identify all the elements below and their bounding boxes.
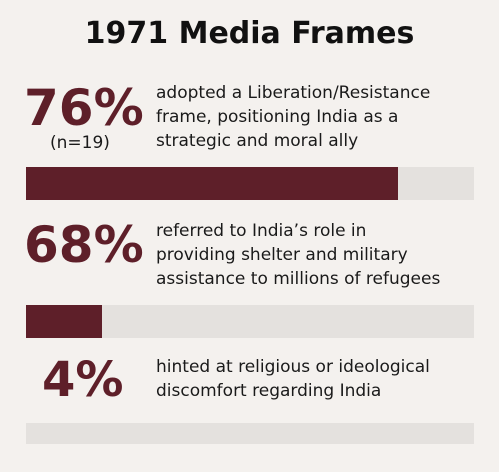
chart-title: 1971 Media Frames — [84, 16, 415, 51]
stat-description-3-line-2: discomfort regarding India — [156, 381, 382, 401]
stat-description-1-line-1: adopted a Liberation/Resistance — [156, 83, 431, 103]
stat-description-3: hinted at religious or ideological disco… — [156, 355, 486, 403]
stat-description-1-line-3: strategic and moral ally — [156, 131, 359, 151]
stat-description-1-line-2: frame, positioning India as a — [156, 107, 399, 127]
stat-description-3-line-1: hinted at religious or ideological — [156, 357, 430, 377]
stat-description-2-line-1: referred to India’s role in — [156, 221, 367, 241]
stat-description-1: adopted a Liberation/Resistance frame, p… — [156, 81, 486, 153]
bar-track-2 — [26, 305, 474, 338]
stat-value-2: 68% — [24, 216, 144, 274]
bar-fill-1 — [26, 167, 398, 200]
bar-track-1 — [26, 167, 474, 200]
stat-description-2-line-2: providing shelter and military — [156, 245, 408, 265]
stat-value-1: 76% — [24, 79, 144, 137]
bar-fill-2 — [26, 305, 102, 338]
bar-track-3 — [26, 423, 474, 444]
stat-value-3: 4% — [42, 352, 124, 408]
sample-size-label: (n=19) — [50, 133, 110, 153]
stat-description-2: referred to India’s role in providing sh… — [156, 219, 486, 291]
stat-description-2-line-3: assistance to millions of refugees — [156, 269, 441, 289]
